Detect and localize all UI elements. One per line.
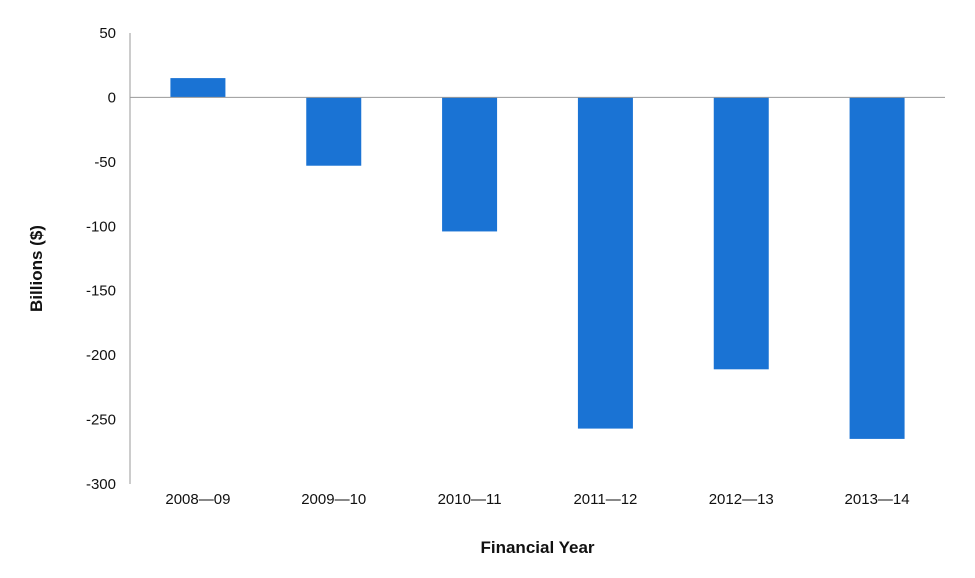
bar-4 [713, 97, 769, 370]
y-tick-label: -50 [94, 154, 116, 171]
y-tick-label: -150 [86, 283, 116, 300]
x-axis-ticks: 2008—09 2009—10 2010—11 2011—12 2012—13 2013—… [165, 491, 909, 508]
y-axis-title: Billions ($) [27, 225, 46, 312]
x-tick-label: 2008—09 [165, 491, 230, 508]
x-tick-label: 2009—10 [301, 491, 366, 508]
y-tick-label: -250 [86, 412, 116, 429]
x-tick-label: 2011—12 [573, 491, 637, 508]
bar-3 [577, 97, 633, 429]
y-tick-label: 50 [99, 25, 116, 42]
y-tick-label: 0 [108, 89, 116, 106]
bar-series [170, 78, 905, 439]
y-tick-label: -200 [86, 347, 116, 364]
bar-5 [849, 97, 905, 439]
x-tick-label: 2010—11 [438, 491, 502, 508]
y-axis-ticks: 50 0 -50 -100 -150 -200 -250 -300 [86, 25, 116, 493]
x-axis-title: Financial Year [480, 538, 594, 557]
y-tick-label: -100 [86, 218, 116, 235]
bar-2 [442, 97, 498, 232]
x-tick-label: 2012—13 [709, 491, 774, 508]
y-tick-label: -300 [86, 476, 116, 493]
bar-0 [170, 78, 226, 98]
bar-1 [306, 97, 362, 166]
x-tick-label: 2013—14 [845, 491, 910, 508]
